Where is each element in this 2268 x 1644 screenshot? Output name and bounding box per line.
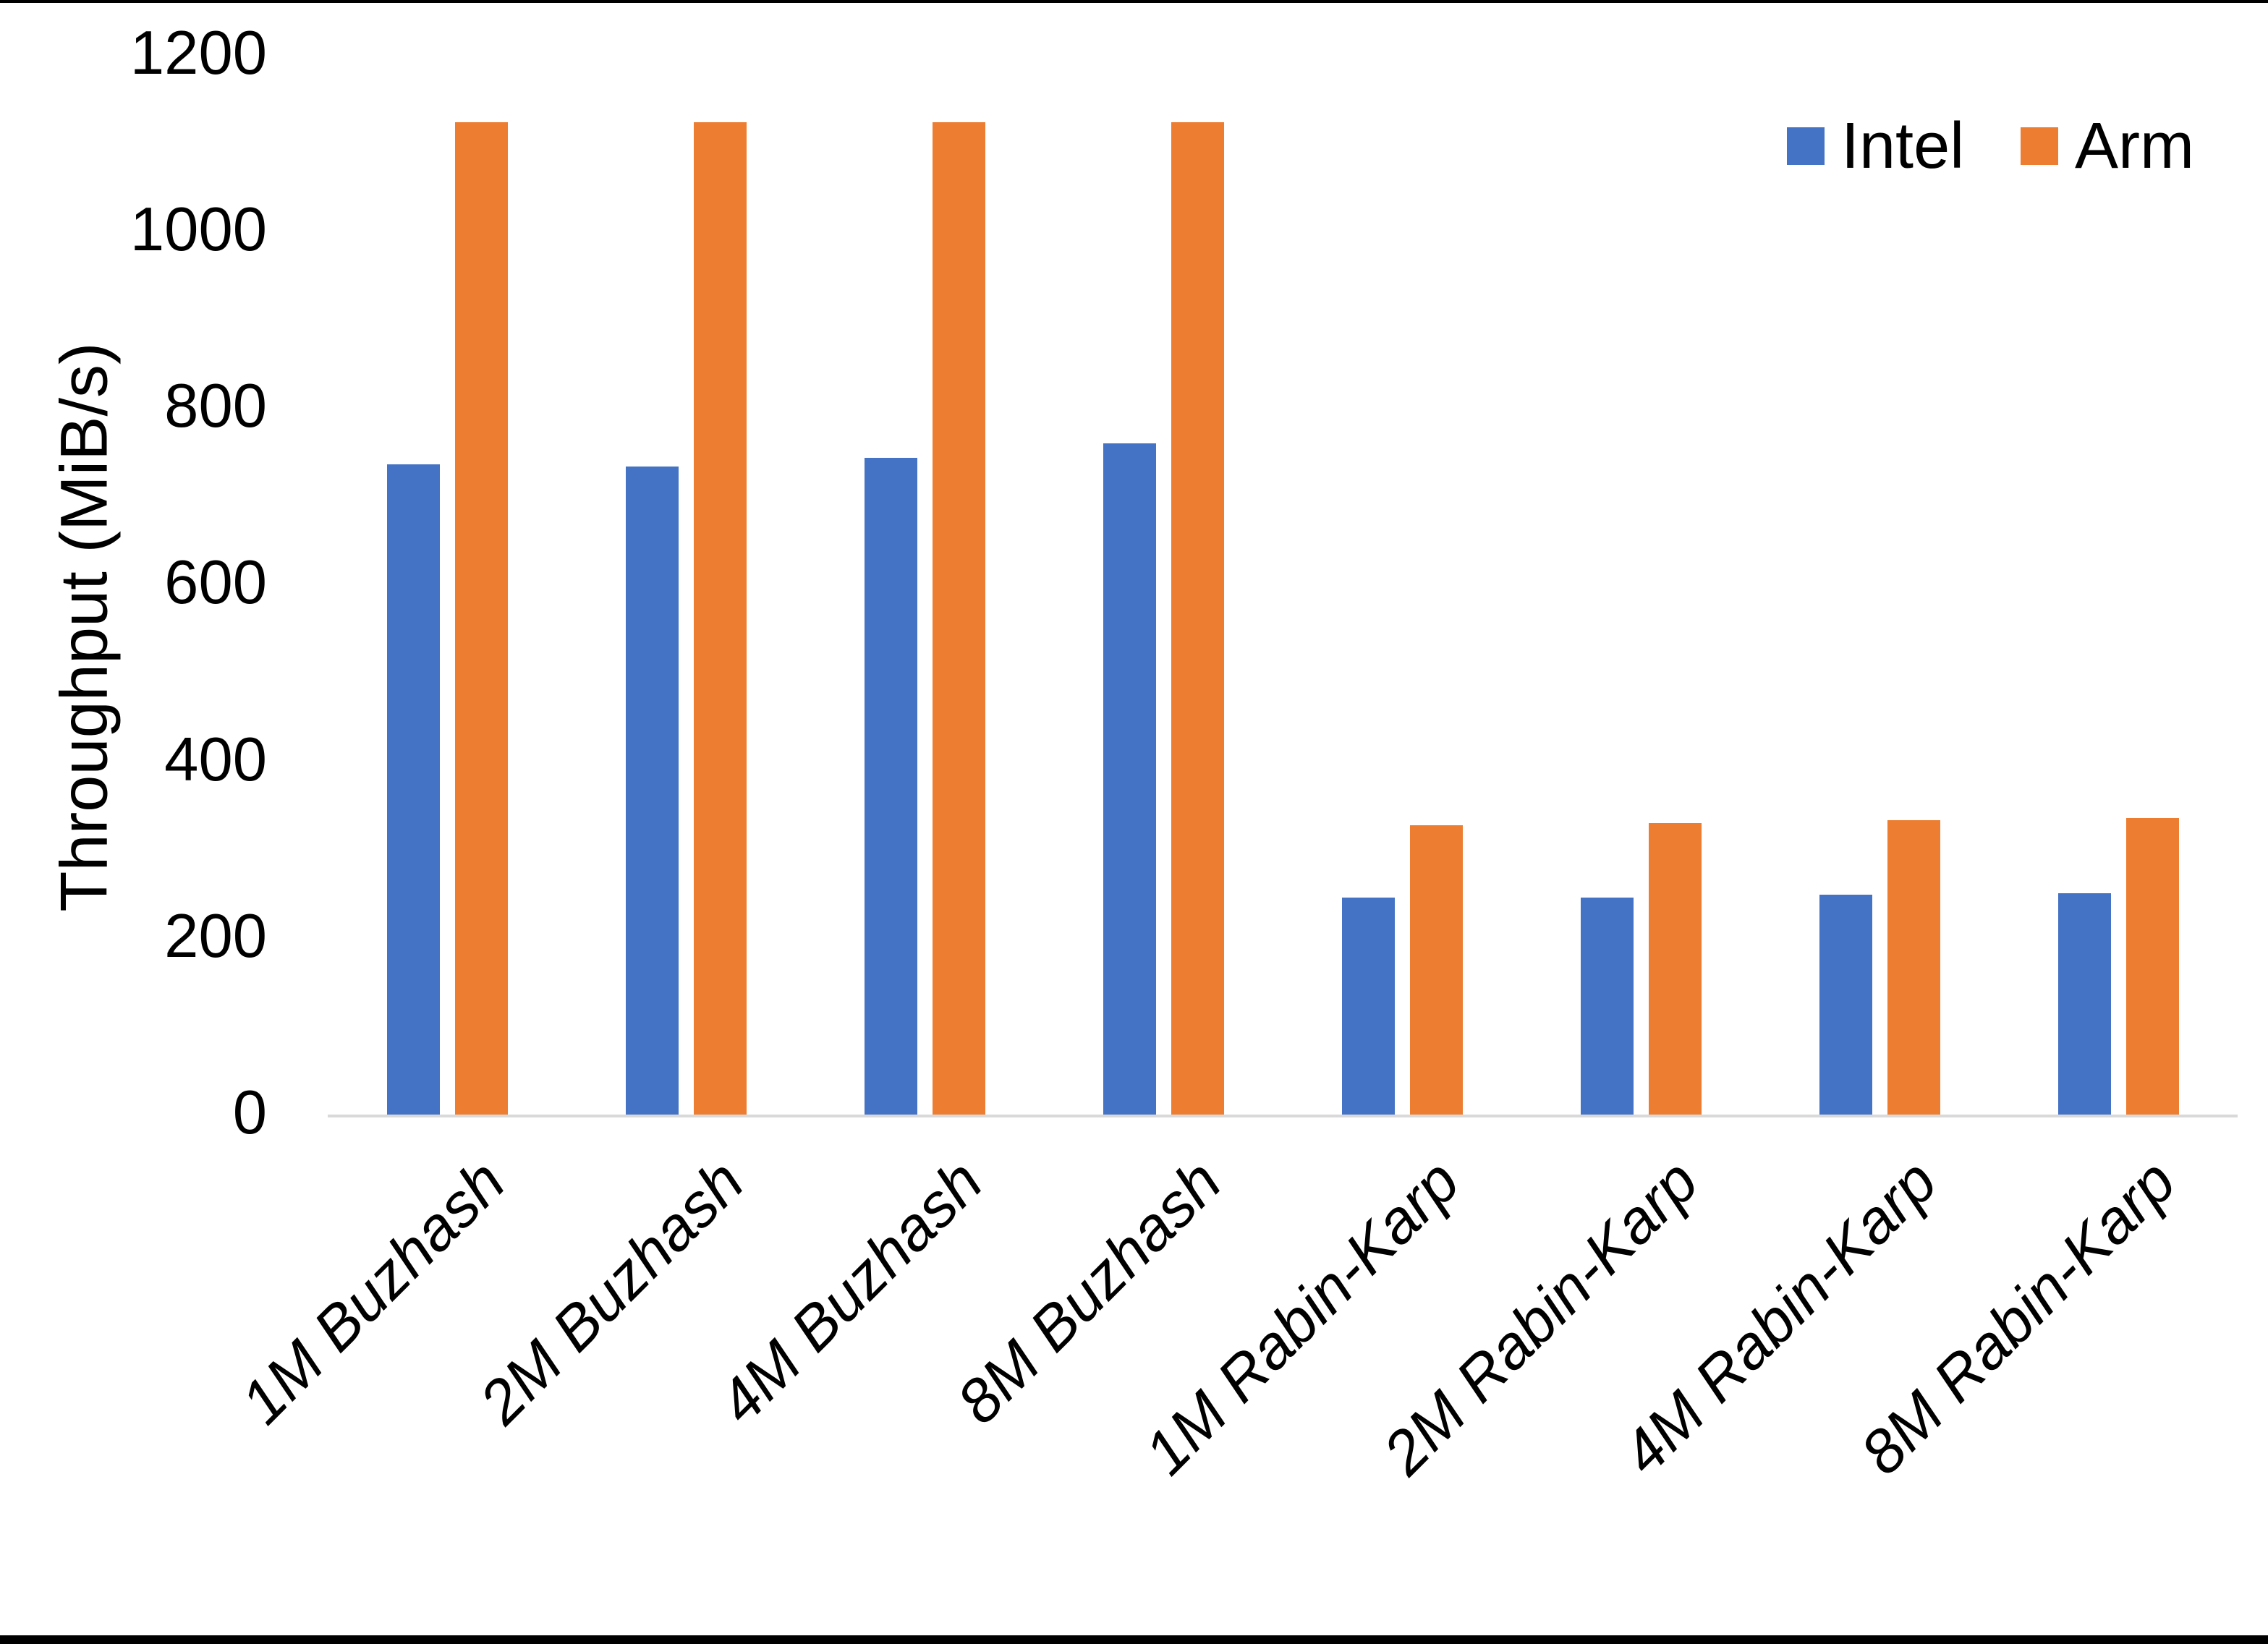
top-rule — [0, 0, 2268, 3]
y-tick-label: 1000 — [129, 195, 267, 265]
bar-group — [1283, 55, 1521, 1115]
y-tick-label: 1200 — [129, 19, 267, 88]
bar-group — [1044, 55, 1283, 1115]
legend-swatch-icon — [2021, 127, 2058, 165]
y-tick-label: 800 — [164, 372, 267, 441]
intel-bar — [1341, 898, 1395, 1115]
arm-bar — [1409, 825, 1463, 1115]
arm-bar — [1648, 823, 1702, 1115]
bar-group — [566, 55, 805, 1115]
arm-bar — [932, 122, 985, 1115]
intel-bar — [386, 464, 440, 1115]
plot-area — [328, 55, 2238, 1117]
intel-bar — [1819, 895, 1872, 1115]
y-tick-label: 0 — [232, 1078, 267, 1148]
intel-bar — [625, 467, 679, 1115]
arm-bar — [1887, 820, 1940, 1115]
intel-bar — [1580, 898, 1634, 1115]
legend-label: Intel — [1841, 109, 1965, 182]
legend-label: Arm — [2075, 109, 2194, 182]
y-tick-label: 200 — [164, 902, 267, 971]
arm-bar — [693, 122, 747, 1115]
bar-group — [1760, 55, 1999, 1115]
bar-group — [805, 55, 1044, 1115]
arm-bar — [1171, 122, 1224, 1115]
bottom-rule — [0, 1635, 2268, 1644]
y-axis-title: Throughput (MiB/s) — [47, 342, 122, 912]
legend-item-arm: Arm — [2021, 110, 2194, 182]
legend-swatch-icon — [1787, 127, 1825, 165]
bar-group — [328, 55, 566, 1115]
intel-bar — [2057, 893, 2111, 1115]
legend-item-intel: Intel — [1787, 110, 1964, 182]
bar-group — [1521, 55, 1760, 1115]
y-tick-label: 400 — [164, 725, 267, 795]
bar-group — [1999, 55, 2238, 1115]
intel-bar — [1103, 443, 1156, 1115]
arm-bar — [2125, 818, 2179, 1115]
arm-bar — [454, 122, 508, 1115]
intel-bar — [864, 458, 917, 1115]
y-tick-label: 600 — [164, 548, 267, 618]
